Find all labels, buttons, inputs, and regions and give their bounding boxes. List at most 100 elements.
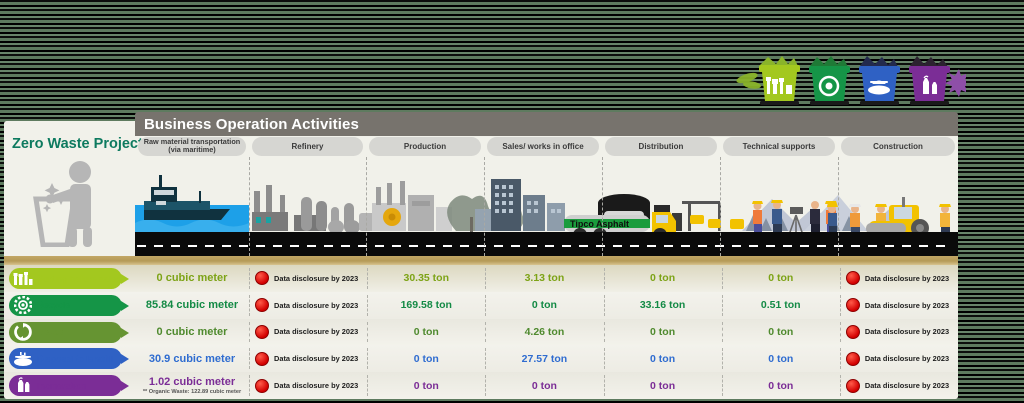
cell-value: 0 ton [531, 299, 557, 312]
activity-label: Refinery [291, 141, 324, 151]
row-label-cell: Reuse [4, 319, 135, 346]
cell-construction: Data disclosure by 2023 [839, 345, 958, 372]
activity-label: Production [403, 141, 447, 151]
cell-value: 27.57 ton [521, 352, 568, 365]
main-card: Zero Waste Project [4, 121, 958, 399]
cell-construction: Data disclosure by 2023 [839, 265, 958, 292]
row-label-cell: Incineration [4, 372, 135, 399]
sidebar-item-sorting-before-sales[interactable]: Sorting before sales [9, 268, 129, 289]
volume-cell: 1.02 cubic meter ** Organic Waste: 122.8… [135, 372, 249, 399]
scene-svg: Tipco Asphalt [4, 157, 958, 256]
landfill-icon [9, 351, 37, 367]
status-dot-icon [255, 298, 269, 313]
activity-label: Distribution [638, 141, 684, 151]
volume-cell: 0 cubic meter [135, 319, 249, 346]
cell-value: 169.58 ton [400, 299, 452, 312]
cargo-ship-icon [144, 175, 230, 220]
sidebar-item-label: Recycle [37, 300, 70, 311]
bottles-icon [9, 271, 37, 286]
cell-value: 0 ton [768, 272, 794, 285]
table-row: Reuse 0 cubic meter Data disclosure by 2… [4, 318, 958, 346]
activity-header-production[interactable]: Production [366, 136, 484, 156]
cell-construction: Data disclosure by 2023 [839, 372, 958, 399]
activity-header-refinery[interactable]: Refinery [249, 136, 366, 156]
operations-illustration: Tipco Asphalt [4, 157, 958, 256]
sidebar-item-label: Reuse [37, 327, 64, 338]
cell-value: 0 ton [413, 325, 439, 338]
cell-construction: Data disclosure by 2023 [839, 319, 958, 346]
activity-header-sales-works-office[interactable]: Sales/ works in office [484, 136, 602, 156]
tire-icon [9, 296, 37, 315]
volume-value: 0 cubic meter [156, 325, 228, 338]
cell-technical-supports: 0.51 ton [721, 292, 840, 319]
cell-value: 0 ton [413, 379, 439, 392]
scene-divider-6 [838, 157, 839, 256]
cell-sales-works-office: 0 ton [485, 372, 603, 399]
cell-value: 4.26 ton [524, 325, 565, 338]
sidebar-item-reuse[interactable]: Reuse [9, 321, 129, 343]
volume-cell: 85.84 cubic meter [135, 292, 249, 319]
activity-sublabel: (via maritime) [168, 145, 216, 154]
recycle-bin-icon [809, 56, 850, 105]
status-dot-icon [255, 351, 269, 366]
row-label-cell: Sorting before sales [4, 265, 135, 292]
scene-divider-3 [484, 157, 485, 256]
status-dot-icon [845, 324, 860, 339]
disclosure-text: Data disclosure by 2023 [274, 300, 359, 310]
cell-value: 0 ton [768, 352, 794, 365]
header-title-bar: Business Operation Activities [135, 112, 958, 136]
tripod-icon [788, 207, 804, 236]
cell-production: 30.35 ton [367, 265, 485, 292]
cell-value: 0 ton [531, 379, 557, 392]
cell-refinery: Data disclosure by 2023 [249, 292, 367, 319]
cell-value: 0 ton [768, 379, 794, 392]
cell-technical-supports: 0 ton [721, 372, 840, 399]
disclosure-text: Data disclosure by 2023 [864, 300, 950, 310]
volume-value: 85.84 cubic meter [145, 299, 239, 312]
sidebar-item-incineration[interactable]: Incineration [9, 375, 129, 397]
table-row: Recycle 85.84 cubic meter Data disclosur… [4, 291, 958, 319]
status-dot-icon [255, 378, 269, 393]
volume-cell: 0 cubic meter [135, 265, 249, 292]
sidebar-item-label: Incineration [37, 380, 87, 391]
cell-technical-supports: 0 ton [721, 265, 840, 292]
sidebar-item-label: Sorting before sales [37, 273, 121, 284]
activity-header-distribution[interactable]: Distribution [602, 136, 720, 156]
table-row: Incineration 1.02 cubic meter ** Organic… [4, 372, 958, 399]
cell-production: 0 ton [367, 372, 485, 399]
disclosure-text: Data disclosure by 2023 [274, 273, 359, 283]
disclosure-text: Data disclosure by 2023 [274, 381, 359, 391]
status-dot-icon [255, 271, 269, 286]
production-plant-icon [372, 181, 452, 231]
gold-separator [4, 256, 958, 265]
cell-technical-supports: 0 ton [721, 345, 840, 372]
scene-divider-4 [602, 157, 603, 256]
cell-distribution: 0 ton [603, 319, 722, 346]
cell-sales-works-office: 3.13 ton [485, 265, 603, 292]
status-dot-icon [845, 378, 860, 393]
sidebar-item-disposal-to-landfill[interactable]: Disposal to landfill [9, 348, 129, 370]
road-roller-icon [866, 197, 929, 237]
waste-bins-svg [736, 56, 972, 105]
cell-technical-supports: 0 ton [721, 319, 840, 346]
status-dot-icon [845, 298, 860, 313]
cell-refinery: Data disclosure by 2023 [249, 265, 367, 292]
office-buildings-icon [475, 179, 565, 231]
volume-value: 30.9 cubic meter [148, 352, 236, 365]
volume-value: 0 cubic meter [156, 272, 228, 285]
cell-value: 0 ton [650, 325, 676, 338]
activity-header-technical-supports[interactable]: Technical supports [720, 136, 838, 156]
cell-sales-works-office: 4.26 ton [485, 319, 603, 346]
table-row: Sorting before sales 0 cubic meter Data … [4, 265, 958, 292]
truck-brand-label: Tipco Asphalt [570, 219, 629, 229]
activity-header-construction[interactable]: Construction [838, 136, 958, 156]
sidebar-item-recycle[interactable]: Recycle [9, 294, 129, 316]
cell-value: 0.51 ton [760, 299, 801, 312]
cell-distribution: 33.16 ton [603, 292, 722, 319]
brand-title: Zero Waste Project [12, 136, 143, 152]
volume-value: 1.02 cubic meter [148, 376, 236, 389]
activity-header-raw-material-transportation[interactable]: Raw material transportation (via maritim… [135, 136, 249, 156]
cell-distribution: 0 ton [603, 265, 722, 292]
status-dot-icon [845, 351, 860, 366]
